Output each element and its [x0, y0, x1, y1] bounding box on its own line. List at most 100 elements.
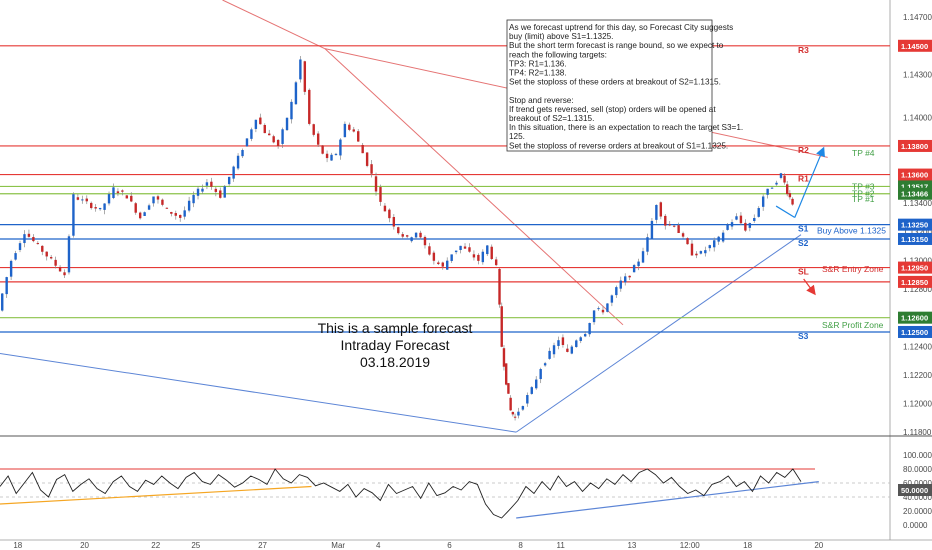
candle-body: [606, 303, 609, 312]
note-line: Stop and reverse:: [509, 96, 574, 105]
candle-body: [312, 124, 315, 135]
candle-body: [245, 138, 249, 147]
candle-body: [690, 243, 694, 256]
candle-body: [579, 337, 582, 341]
level-lines-layer: [0, 45, 890, 333]
candle-body: [517, 411, 520, 416]
candle-body: [664, 215, 667, 226]
candle-body: [410, 237, 413, 242]
candle-body: [428, 246, 431, 255]
price-series-layer: [1, 56, 794, 421]
candle-body: [423, 236, 427, 246]
price-tick-label: 1.14000: [903, 113, 932, 122]
time-tick-label: 18: [743, 541, 752, 550]
time-tick-label: 25: [191, 541, 200, 550]
price-tag: [898, 187, 932, 200]
candle-body: [263, 124, 266, 134]
note-line: Set the stoploss of these orders at brea…: [509, 78, 721, 87]
candle-body: [507, 383, 510, 394]
candle-body: [294, 82, 298, 105]
candle-body: [250, 129, 253, 139]
candle-body: [81, 199, 84, 201]
candle-body: [615, 287, 618, 296]
time-tick-label: 22: [151, 541, 160, 550]
price-tick-label: 1.12200: [903, 371, 932, 380]
candle-body: [54, 259, 57, 266]
note-line: But the short term forecast is range bou…: [509, 41, 724, 50]
price-tag-label: 1.13517: [901, 182, 928, 191]
price-tag: [898, 168, 932, 181]
price-tick-label: 1.14300: [903, 70, 932, 79]
candle-body: [214, 188, 218, 192]
candle-body: [259, 117, 262, 125]
price-tick-label: 1.13200: [903, 228, 932, 237]
candle-body: [210, 181, 213, 187]
candle-body: [472, 254, 476, 258]
candle-body: [281, 129, 284, 144]
level-label: TP #3: [852, 181, 875, 191]
candle-body: [272, 136, 275, 143]
candle-body: [437, 262, 440, 265]
price-tick-label: 1.12400: [903, 342, 932, 351]
candle-body: [196, 188, 200, 196]
time-tick-label: 8: [518, 541, 523, 550]
candle-body: [601, 309, 605, 313]
price-tick-label: 1.13000: [903, 256, 932, 265]
candle-body: [619, 280, 622, 289]
candle-body: [543, 363, 547, 366]
price-tick-label: 1.12000: [903, 400, 932, 409]
candle-body: [187, 200, 191, 211]
candle-body: [348, 124, 351, 130]
candle-body: [414, 232, 418, 238]
candle-body: [183, 210, 186, 217]
price-tick-label: 1.11800: [903, 428, 932, 437]
candle-body: [352, 129, 355, 132]
candle-body: [419, 232, 422, 238]
price-tag: [898, 139, 932, 152]
candle-body: [49, 257, 53, 259]
candle-body: [490, 246, 493, 259]
price-tag: [898, 325, 932, 338]
time-tick-label: 20: [814, 541, 823, 550]
candle-body: [165, 207, 169, 209]
candle-body: [468, 247, 471, 252]
candle-body: [321, 145, 324, 154]
candle-body: [775, 182, 778, 185]
candle-body: [192, 194, 195, 204]
price-tag-label: 1.13466: [901, 190, 928, 199]
candle-body: [361, 144, 364, 154]
candle-body: [766, 188, 769, 195]
candle-body: [276, 139, 280, 146]
candle-body: [570, 346, 574, 354]
candle-body: [677, 225, 680, 234]
candle-body: [379, 187, 382, 202]
price-tag: [898, 218, 932, 231]
candle-body: [552, 345, 556, 355]
candle-body: [695, 253, 698, 256]
level-label: S2: [798, 238, 809, 248]
price-tag-label: 1.13800: [901, 142, 928, 151]
candle-body: [628, 275, 631, 278]
candle-body: [201, 188, 204, 192]
osc-trendline: [0, 485, 312, 505]
candle-body: [299, 59, 302, 80]
price-tag: [898, 39, 932, 52]
candle-body: [405, 235, 409, 237]
note-line: buy (limit) above S1=1.1325.: [509, 32, 613, 41]
candle-body: [232, 166, 235, 179]
candle-body: [713, 240, 716, 248]
candle-body: [130, 195, 133, 202]
candle-body: [502, 348, 506, 367]
candle-body: [791, 198, 794, 205]
candle-body: [5, 277, 8, 295]
candle-body: [316, 133, 320, 145]
osc-tick-label: 0.0000: [903, 521, 928, 530]
candle-body: [708, 245, 711, 249]
forecast-arrow: [775, 205, 796, 219]
candle-body: [566, 348, 569, 352]
candle-body: [397, 227, 400, 234]
candle-body: [219, 190, 222, 198]
target-label: TP #4: [852, 148, 875, 158]
candle-body: [236, 155, 240, 169]
candle-body: [539, 369, 542, 380]
